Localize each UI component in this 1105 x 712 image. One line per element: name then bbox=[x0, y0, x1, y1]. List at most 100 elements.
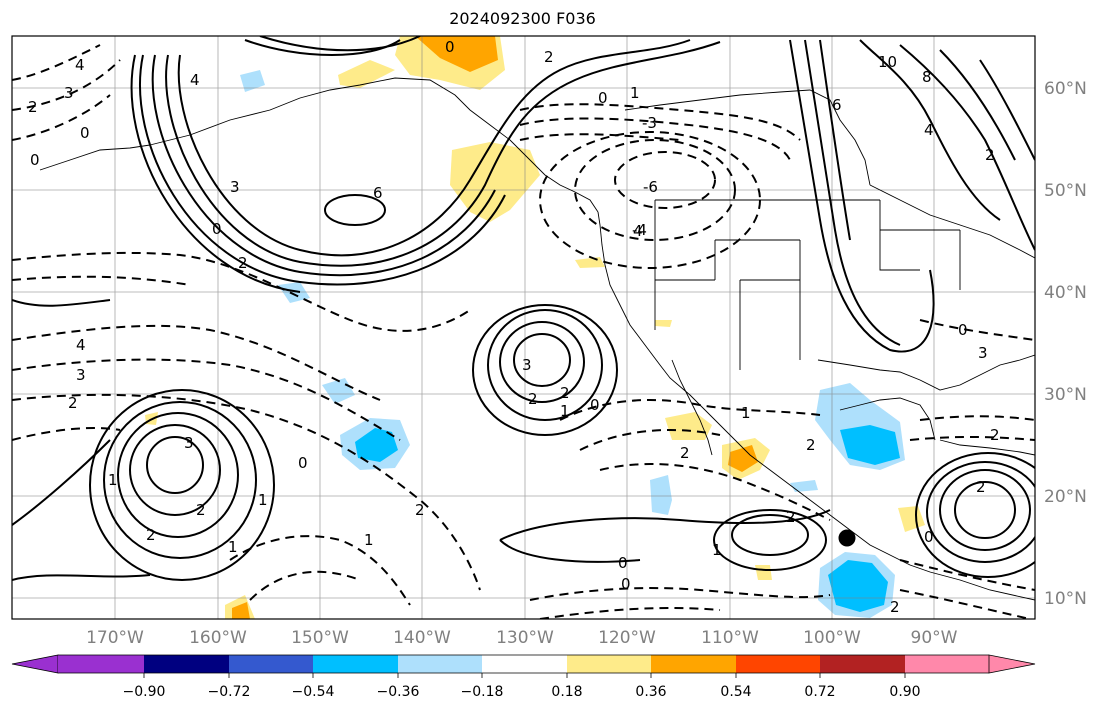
colorbar-bin bbox=[229, 655, 313, 673]
colorbar: −0.90 −0.72 −0.54 −0.36 −0.18 0.18 0.36 … bbox=[11, 654, 1036, 700]
contour-label: 4 bbox=[190, 71, 200, 89]
lon-tick-label: 140°W bbox=[393, 628, 451, 648]
lat-tick-label: 20°N bbox=[1044, 487, 1087, 507]
positive-contours bbox=[12, 36, 1035, 581]
colorbar-tick-label: −0.72 bbox=[208, 684, 251, 700]
colorbar-bin bbox=[736, 655, 820, 673]
contour-label: 1 bbox=[228, 538, 238, 556]
lon-tick-label: 160°W bbox=[189, 628, 247, 648]
contour-label: 0 bbox=[298, 454, 308, 472]
contour-label: 2 bbox=[680, 444, 690, 462]
contour-label: 0 bbox=[80, 124, 90, 142]
lat-tick-label: 40°N bbox=[1044, 283, 1087, 303]
contour-label: 2 bbox=[146, 526, 156, 544]
lat-tick-label: 50°N bbox=[1044, 181, 1087, 201]
colorbar-tick-label: −0.18 bbox=[461, 684, 504, 700]
contour-label: 4 bbox=[75, 56, 85, 74]
contour-label: 1 bbox=[258, 491, 268, 509]
contour-label: 6 bbox=[832, 96, 842, 114]
contour-label: 4 bbox=[76, 336, 86, 354]
lon-tick-label: 110°W bbox=[701, 628, 759, 648]
lon-tick-label: 170°W bbox=[86, 628, 144, 648]
colorbar-tick-label: 0.72 bbox=[804, 684, 835, 700]
lon-tick-label: 90°W bbox=[911, 628, 958, 648]
contour-label: 2 bbox=[238, 254, 248, 272]
contour-label: 6 bbox=[373, 184, 383, 202]
colorbar-bin bbox=[482, 655, 567, 673]
contour-label: 1 bbox=[630, 84, 640, 102]
lon-tick-labels: 170°W 160°W 150°W 140°W 130°W 120°W 110°… bbox=[86, 628, 958, 648]
colorbar-tick-label: 0.54 bbox=[720, 684, 751, 700]
colorbar-bin bbox=[905, 655, 989, 673]
contour-label: 3 bbox=[184, 434, 194, 452]
contour-label: 0 bbox=[618, 554, 628, 572]
contour-label: 0 bbox=[621, 575, 631, 593]
contour-label: 2 bbox=[544, 48, 554, 66]
colorbar-bin bbox=[651, 655, 736, 673]
contour-label: 3 bbox=[978, 344, 988, 362]
contour-label: 2 bbox=[806, 436, 816, 454]
contour-label: 1 bbox=[712, 541, 722, 559]
contour-label: 2 bbox=[990, 426, 1000, 444]
contour-label: 0 bbox=[598, 89, 608, 107]
contour-label: 4 bbox=[633, 222, 643, 240]
lon-tick-label: 150°W bbox=[291, 628, 349, 648]
contour-label: 0 bbox=[924, 528, 934, 546]
contour-label: 3 bbox=[522, 356, 532, 374]
contour-label: 1 bbox=[108, 471, 118, 489]
colorbar-bin bbox=[313, 655, 398, 673]
contour-label: 4 bbox=[924, 121, 934, 139]
lon-tick-label: 120°W bbox=[598, 628, 656, 648]
contour-label: 1 bbox=[560, 402, 570, 420]
colorbar-tick-label: 0.90 bbox=[889, 684, 920, 700]
contour-label: 2 bbox=[415, 501, 425, 519]
colorbar-extend-low bbox=[11, 654, 59, 674]
map-frame bbox=[11, 35, 1036, 620]
colorbar-tick-label: −0.90 bbox=[123, 684, 166, 700]
contour-label: 0 bbox=[590, 396, 600, 414]
colorbar-tick-label: −0.54 bbox=[292, 684, 335, 700]
contour-label: 0 bbox=[445, 38, 455, 56]
lat-tick-label: 30°N bbox=[1044, 385, 1087, 405]
negative-contours bbox=[12, 44, 1035, 619]
contour-label: 2 bbox=[985, 146, 995, 164]
colorbar-tick-label: −0.36 bbox=[377, 684, 420, 700]
colorbar-bin bbox=[398, 655, 482, 673]
location-marker bbox=[838, 529, 856, 547]
contour-label: 2 bbox=[528, 390, 538, 408]
colorbar-tick-label: 0.36 bbox=[635, 684, 666, 700]
contour-label: -4 bbox=[632, 221, 647, 239]
lon-tick-label: 130°W bbox=[496, 628, 554, 648]
lat-tick-label: 10°N bbox=[1044, 589, 1087, 609]
lat-tick-label: 60°N bbox=[1044, 79, 1087, 99]
contour-label: -3 bbox=[642, 114, 657, 132]
colorbar-bin bbox=[144, 655, 229, 673]
lon-tick-label: 100°W bbox=[803, 628, 861, 648]
contour-label: 0 bbox=[958, 321, 968, 339]
contour-label: 2 bbox=[786, 508, 796, 526]
contour-label: 1 bbox=[364, 531, 374, 549]
contour-label: 0 bbox=[30, 151, 40, 169]
contour-labels: 0 2 3 4 6 1 -6 -4 0 -3 3 2 1 2 0 3 1 2 2… bbox=[28, 38, 1000, 616]
contour-label: 10 bbox=[878, 53, 897, 71]
contour-label: 8 bbox=[922, 68, 932, 86]
colorbar-extend-high bbox=[988, 654, 1036, 674]
contour-label: 2 bbox=[560, 384, 570, 402]
colorbar-tick-label: 0.18 bbox=[551, 684, 582, 700]
contour-label: 2 bbox=[976, 478, 986, 496]
contour-label: 2 bbox=[28, 98, 38, 116]
contour-label: 0 bbox=[212, 220, 222, 238]
contour-label: -6 bbox=[643, 178, 658, 196]
contour-label: 2 bbox=[890, 598, 900, 616]
colorbar-bin bbox=[820, 655, 905, 673]
colorbar-bin bbox=[58, 655, 144, 673]
contour-label: 2 bbox=[68, 394, 78, 412]
contour-label: 3 bbox=[76, 366, 86, 384]
lat-tick-labels: 60°N 50°N 40°N 30°N 20°N 10°N bbox=[1044, 79, 1087, 609]
contour-label: 1 bbox=[741, 404, 751, 422]
contour-label: 2 bbox=[196, 501, 206, 519]
contour-label: 3 bbox=[230, 178, 240, 196]
colorbar-bin bbox=[567, 655, 651, 673]
contour-label: 3 bbox=[64, 84, 74, 102]
